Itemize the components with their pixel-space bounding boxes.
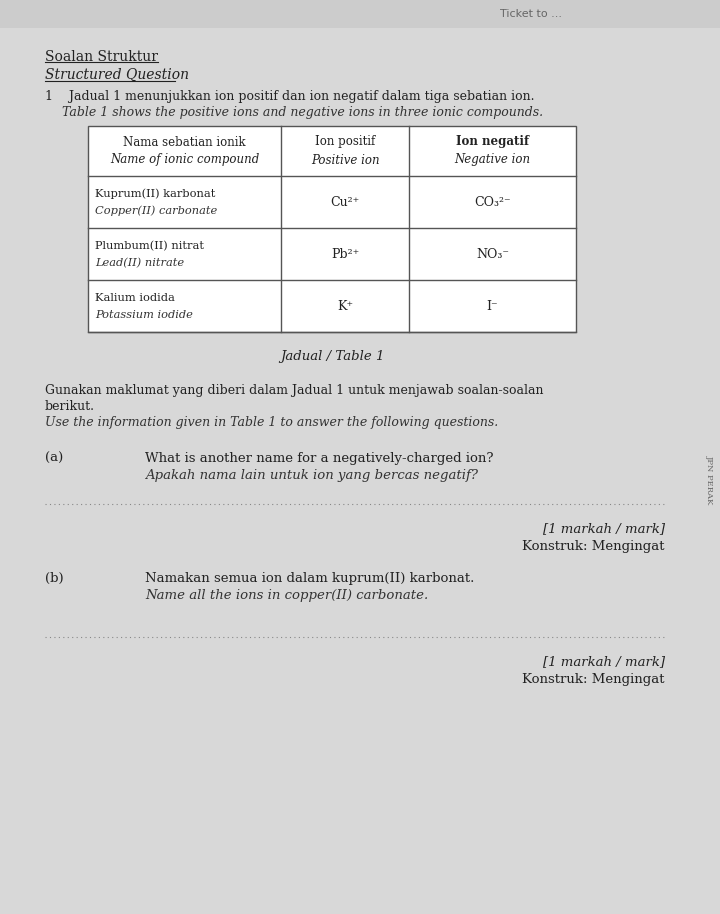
Text: Jadual / Table 1: Jadual / Table 1: [280, 350, 384, 363]
Text: Name of ionic compound: Name of ionic compound: [110, 154, 259, 166]
Text: NO₃⁻: NO₃⁻: [476, 248, 509, 260]
Text: Copper(II) carbonate: Copper(II) carbonate: [95, 206, 217, 217]
Text: Soalan Struktur: Soalan Struktur: [45, 50, 158, 64]
Text: Plumbum(II) nitrat: Plumbum(II) nitrat: [95, 241, 204, 251]
Text: Structured Question: Structured Question: [45, 68, 189, 82]
Text: Potassium iodide: Potassium iodide: [95, 310, 193, 320]
Text: Kuprum(II) karbonat: Kuprum(II) karbonat: [95, 188, 215, 199]
Bar: [0, 0, 720, 28]
Text: 1    Jadual 1 menunjukkan ion positif dan ion negatif dalam tiga sebatian ion.: 1 Jadual 1 menunjukkan ion positif dan i…: [45, 90, 534, 103]
Text: K⁺: K⁺: [337, 300, 353, 313]
Text: Nama sebatian ionik: Nama sebatian ionik: [123, 135, 246, 148]
Text: Use the information given in Table 1 to answer the following questions.: Use the information given in Table 1 to …: [45, 416, 498, 429]
Text: Kalium iodida: Kalium iodida: [95, 293, 175, 303]
Text: Name all the ions in copper(II) carbonate.: Name all the ions in copper(II) carbonat…: [145, 589, 428, 602]
Text: Gunakan maklumat yang diberi dalam Jadual 1 untuk menjawab soalan-soalan: Gunakan maklumat yang diberi dalam Jadua…: [45, 384, 544, 397]
Text: Cu²⁺: Cu²⁺: [330, 196, 359, 208]
Text: What is another name for a negatively-charged ion?: What is another name for a negatively-ch…: [145, 452, 493, 465]
Text: JPN PERAK: JPN PERAK: [706, 455, 714, 505]
Text: [1 markah / mark]: [1 markah / mark]: [543, 655, 665, 668]
Text: Ticket to ...: Ticket to ...: [500, 9, 562, 19]
Text: [1 markah / mark]: [1 markah / mark]: [543, 522, 665, 535]
Text: Konstruk: Mengingat: Konstruk: Mengingat: [523, 673, 665, 686]
Text: Namakan semua ion dalam kuprum(II) karbonat.: Namakan semua ion dalam kuprum(II) karbo…: [145, 572, 474, 585]
Text: Apakah nama lain untuk ion yang bercas negatif?: Apakah nama lain untuk ion yang bercas n…: [145, 469, 478, 482]
Text: Lead(II) nitrate: Lead(II) nitrate: [95, 258, 184, 268]
Text: Negative ion: Negative ion: [454, 154, 531, 166]
Text: Pb²⁺: Pb²⁺: [331, 248, 359, 260]
Bar: [88, 126, 576, 332]
Text: Table 1 shows the positive ions and negative ions in three ionic compounds.: Table 1 shows the positive ions and nega…: [62, 106, 543, 119]
Text: berikut.: berikut.: [45, 400, 95, 413]
Text: (b): (b): [45, 572, 63, 585]
Text: Konstruk: Mengingat: Konstruk: Mengingat: [523, 540, 665, 553]
Text: I⁻: I⁻: [487, 300, 498, 313]
Text: CO₃²⁻: CO₃²⁻: [474, 196, 510, 208]
Text: Positive ion: Positive ion: [311, 154, 379, 166]
Text: Ion negatif: Ion negatif: [456, 135, 529, 148]
Text: Ion positif: Ion positif: [315, 135, 375, 148]
Text: (a): (a): [45, 452, 63, 465]
